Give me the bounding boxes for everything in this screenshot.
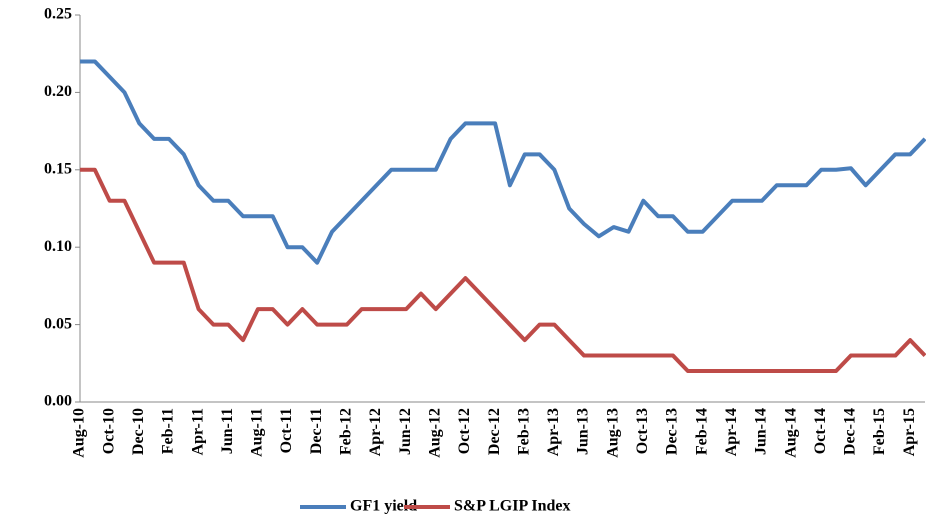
x-tick-label: Oct-11 <box>278 408 295 453</box>
x-tick-label: Apr-15 <box>901 408 918 456</box>
x-tick-label: Oct-12 <box>456 408 473 454</box>
x-tick-label: Jun-12 <box>397 408 414 455</box>
x-tick-label: Dec-13 <box>664 408 681 455</box>
x-tick-label: Oct-14 <box>812 408 829 454</box>
x-tick-label: Aug-11 <box>249 408 266 457</box>
x-tick-label: Aug-14 <box>782 408 799 458</box>
x-tick-label: Dec-10 <box>130 408 147 455</box>
x-tick-label: Aug-10 <box>71 408 88 458</box>
x-tick-label: Feb-13 <box>515 408 532 455</box>
x-tick-label: Jun-11 <box>219 408 236 454</box>
series-line <box>80 59 926 265</box>
x-tick-label: Dec-14 <box>842 408 859 455</box>
x-tick-label: Feb-11 <box>160 408 177 454</box>
x-tick-label: Jun-13 <box>575 408 592 455</box>
y-tick-label: 0.10 <box>44 238 72 255</box>
y-tick-label: 0.00 <box>44 393 72 410</box>
x-tick-label: Dec-12 <box>486 408 503 455</box>
x-tick-label: Jun-14 <box>753 408 770 455</box>
x-tick-label: Apr-14 <box>723 408 740 456</box>
y-tick-label: 0.20 <box>44 83 72 100</box>
x-tick-label: Feb-15 <box>871 408 888 455</box>
x-tick-label: Feb-14 <box>693 408 710 455</box>
x-tick-label: Apr-12 <box>367 408 384 456</box>
x-tick-label: Apr-11 <box>189 408 206 455</box>
legend-label: S&P LGIP Index <box>454 498 570 515</box>
x-tick-label: Oct-10 <box>100 408 117 454</box>
y-tick-label: 0.15 <box>44 160 72 177</box>
legend-label: GF1 yield <box>350 498 417 515</box>
series-line <box>80 167 926 374</box>
x-tick-label: Dec-11 <box>308 408 325 454</box>
x-tick-label: Apr-13 <box>545 408 562 456</box>
x-tick-label: Aug-12 <box>426 408 443 458</box>
x-tick-label: Aug-13 <box>604 408 621 458</box>
x-tick-label: Oct-13 <box>634 408 651 454</box>
x-tick-label: Feb-12 <box>338 408 355 455</box>
y-tick-label: 0.25 <box>44 6 72 23</box>
y-tick-label: 0.05 <box>44 315 72 332</box>
